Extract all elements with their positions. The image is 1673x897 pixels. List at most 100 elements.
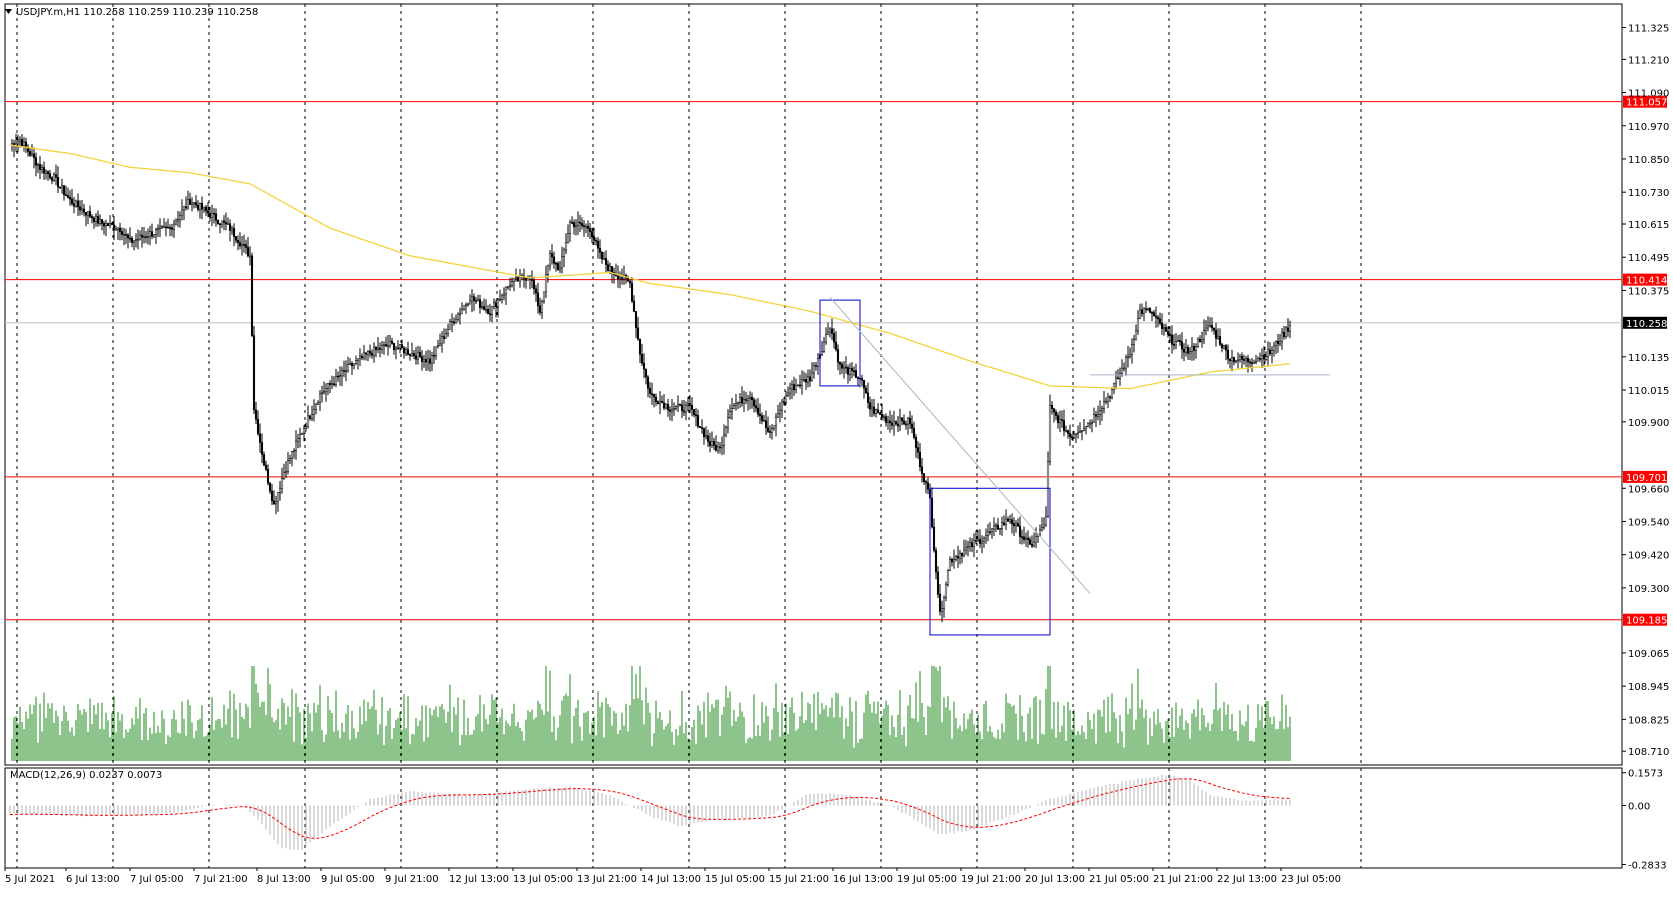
- candle-body: [192, 202, 196, 204]
- candle-body: [832, 333, 836, 343]
- candle-body: [752, 399, 756, 406]
- candle-body: [476, 299, 480, 302]
- candle-body: [838, 361, 842, 365]
- candle-body: [344, 370, 348, 372]
- candle-body: [642, 362, 646, 370]
- candle-body: [526, 278, 530, 281]
- candle-body: [1250, 362, 1254, 364]
- level-label-bg: [1623, 95, 1667, 108]
- candle-body: [410, 353, 414, 356]
- price-tick-label: 110.495: [1628, 253, 1669, 264]
- time-tick-label: 21 Jul 21:00: [1153, 874, 1213, 885]
- price-pane[interactable]: [4, 3, 1623, 766]
- trendline: [829, 297, 1091, 594]
- candle-body: [1262, 354, 1266, 360]
- candle-body: [252, 335, 256, 411]
- candle-body: [1134, 330, 1138, 340]
- candle-body: [840, 363, 844, 369]
- candle-body: [98, 219, 102, 224]
- candle-body: [836, 349, 840, 363]
- candle-body: [854, 370, 858, 378]
- candle-body: [1110, 388, 1114, 398]
- price-tick-label: 110.850: [1628, 155, 1669, 166]
- candle-body: [1126, 356, 1130, 358]
- candle-body: [900, 417, 904, 422]
- candle-body: [1054, 411, 1058, 416]
- candle-body: [290, 451, 294, 459]
- candle-body: [66, 195, 70, 198]
- candle-body: [80, 208, 84, 211]
- candle-body: [786, 392, 790, 396]
- candle-body: [324, 388, 328, 392]
- candle-body: [424, 359, 428, 363]
- candle-body: [912, 428, 916, 438]
- candle-body: [238, 242, 242, 247]
- candle-body: [128, 237, 132, 240]
- candle-body: [572, 222, 576, 228]
- candle-body: [262, 454, 266, 466]
- candle-body: [308, 415, 312, 419]
- symbol-dropdown-icon[interactable]: [5, 9, 12, 14]
- candle-body: [474, 300, 478, 302]
- candle-body: [208, 212, 212, 218]
- price-tick-label: 110.015: [1628, 386, 1669, 397]
- candle-body: [980, 540, 984, 544]
- candle-body: [242, 244, 246, 246]
- candle-body: [772, 425, 776, 429]
- candle-body: [754, 405, 758, 409]
- candle-body: [638, 338, 642, 355]
- candle-body: [1000, 522, 1004, 529]
- candle-body: [618, 277, 622, 280]
- candle-body: [1180, 341, 1184, 350]
- candle-body: [138, 234, 142, 240]
- candle-body: [250, 255, 254, 336]
- candle-body: [34, 157, 38, 166]
- candle-body: [204, 206, 208, 212]
- candle-body: [136, 238, 140, 241]
- candle-body: [1108, 396, 1112, 399]
- candle-body: [548, 253, 552, 267]
- candle-body: [346, 364, 350, 371]
- candle-body: [1048, 404, 1052, 462]
- candle-body: [788, 388, 792, 394]
- candle-body: [594, 239, 598, 242]
- candle-body: [216, 220, 220, 225]
- candle-body: [330, 383, 334, 386]
- candle-body: [1260, 354, 1264, 359]
- candle-body: [1220, 344, 1224, 349]
- candle-body: [948, 559, 952, 571]
- candle-body: [510, 281, 514, 286]
- macd-pane[interactable]: [4, 767, 1623, 869]
- candle-body: [472, 296, 476, 301]
- candle-body: [154, 229, 158, 235]
- candle-body: [760, 415, 764, 421]
- candle-body: [376, 347, 380, 350]
- candle-body: [722, 434, 726, 446]
- candle-body: [834, 341, 838, 350]
- candle-body: [942, 597, 946, 609]
- candle-body: [328, 383, 332, 385]
- candle-body: [852, 370, 856, 372]
- candle-body: [302, 428, 306, 434]
- candle-body: [920, 466, 924, 474]
- candle-body: [118, 227, 122, 232]
- candle-body: [1164, 327, 1168, 332]
- candle-body: [1280, 331, 1284, 343]
- candle-body: [84, 211, 88, 216]
- candle-body: [716, 446, 720, 451]
- candle-body: [778, 409, 782, 415]
- candle-body: [1004, 518, 1008, 525]
- price-frame: [4, 3, 1623, 766]
- candle-body: [774, 416, 778, 427]
- candle-body: [268, 482, 272, 492]
- candle-body: [428, 358, 432, 364]
- candle-body: [106, 223, 110, 226]
- candle-body: [1070, 436, 1074, 438]
- candle-body: [1062, 420, 1066, 431]
- candle-body: [1226, 349, 1230, 360]
- candle-body: [254, 409, 258, 420]
- candle-body: [1272, 345, 1276, 351]
- candle-body: [148, 231, 152, 237]
- candle-body: [1268, 349, 1272, 355]
